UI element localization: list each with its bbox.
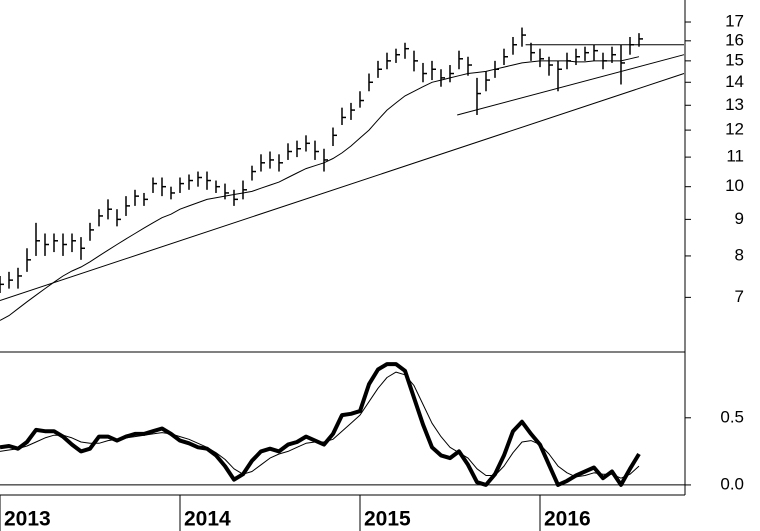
x-tick-label: 2013 bbox=[4, 508, 51, 531]
y-tick-label: 0.0 bbox=[720, 474, 744, 493]
y-tick-label: 14 bbox=[725, 72, 744, 91]
indicator-line bbox=[0, 362, 641, 487]
x-tick-label: 2015 bbox=[364, 508, 411, 531]
trend-line bbox=[0, 73, 685, 301]
moving-average bbox=[0, 56, 640, 321]
y-tick-label: 16 bbox=[725, 30, 744, 49]
y-tick-label: 15 bbox=[725, 50, 744, 69]
indicator-line bbox=[0, 371, 640, 479]
y-tick-label: 12 bbox=[725, 120, 744, 139]
trend-line bbox=[457, 54, 685, 116]
y-tick-label: 13 bbox=[725, 95, 744, 114]
y-tick-label: 10 bbox=[725, 176, 744, 195]
y-tick-label: 7 bbox=[735, 287, 744, 306]
y-tick-label: 11 bbox=[726, 147, 744, 166]
y-tick-label: 8 bbox=[735, 245, 744, 264]
x-tick-label: 2014 bbox=[184, 508, 231, 531]
x-tick-label: 2016 bbox=[544, 508, 591, 531]
y-tick-label: 0.5 bbox=[720, 407, 744, 426]
y-tick-label: 9 bbox=[735, 209, 744, 228]
y-tick-label: 17 bbox=[725, 12, 744, 31]
